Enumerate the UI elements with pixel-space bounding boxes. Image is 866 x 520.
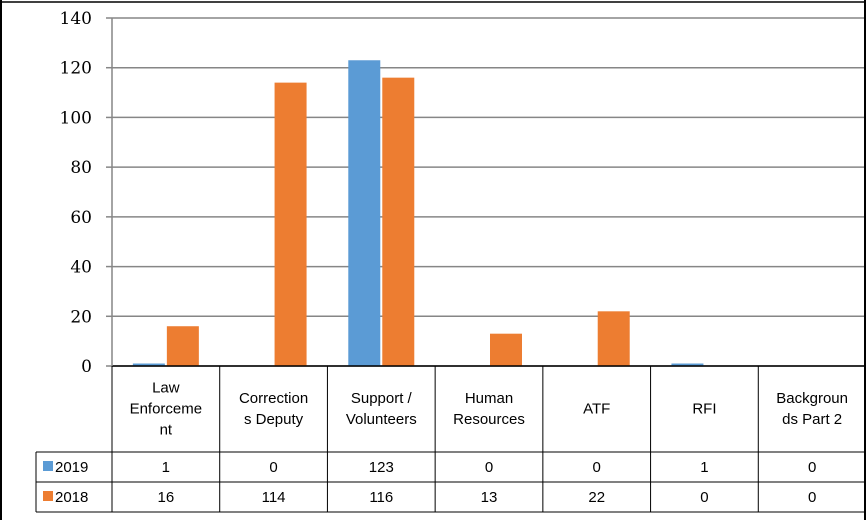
table-cell: 1 [700, 459, 708, 476]
series-name: 2019 [55, 459, 88, 476]
data-table: Law Enforceme nt Correction s Deputy Support … [35, 365, 866, 513]
legend-key-2018 [43, 491, 53, 501]
table-cell: 22 [588, 489, 605, 506]
y-tick-label: 120 [60, 59, 92, 79]
category-label: Human Resources [453, 390, 525, 428]
table-cell: 0 [593, 459, 601, 476]
bar-2018 [274, 82, 307, 366]
category-label: Backgroun ds Part 2 [776, 390, 848, 428]
bar-2019 [132, 363, 165, 366]
table-cell: 0 [485, 459, 493, 476]
table-cell: 123 [369, 459, 394, 476]
y-tick-label: 100 [60, 108, 92, 128]
bar-2018 [166, 326, 199, 366]
bar-2019 [671, 363, 704, 366]
table-cell: 16 [158, 489, 175, 506]
y-tick-label: 0 [81, 357, 92, 377]
y-axis-ticks: 0 20 40 60 80 100 120 140 [60, 9, 92, 377]
y-tick-label: 80 [70, 158, 92, 178]
bar-2019 [348, 60, 381, 366]
bar-2018 [597, 311, 630, 366]
y-tick-label: 40 [70, 258, 92, 278]
series-name: 2018 [55, 489, 88, 506]
table-cell: 0 [808, 489, 816, 506]
y-tick-label: 60 [70, 208, 92, 228]
y-tick-label: 140 [60, 9, 92, 29]
table-cell: 1 [162, 459, 170, 476]
y-tick-label: 20 [70, 307, 92, 327]
bars [132, 60, 704, 367]
gridlines [106, 17, 866, 367]
bar-2018 [490, 333, 522, 366]
bar-2018 [382, 77, 415, 367]
table-cell: 0 [269, 459, 277, 476]
table-cell: 0 [700, 489, 708, 506]
table-cell: 13 [481, 489, 498, 506]
category-label: RFI [692, 401, 716, 418]
category-label: Support / Volunteers [346, 390, 417, 428]
table-cell: 114 [262, 489, 286, 506]
category-label: Law Enforceme nt [130, 380, 203, 439]
legend-key-2019 [43, 461, 53, 471]
table-cell: 0 [808, 459, 816, 476]
category-label: ATF [583, 401, 610, 418]
table-cell: 116 [369, 489, 393, 506]
category-label: Correction s Deputy [239, 390, 308, 428]
